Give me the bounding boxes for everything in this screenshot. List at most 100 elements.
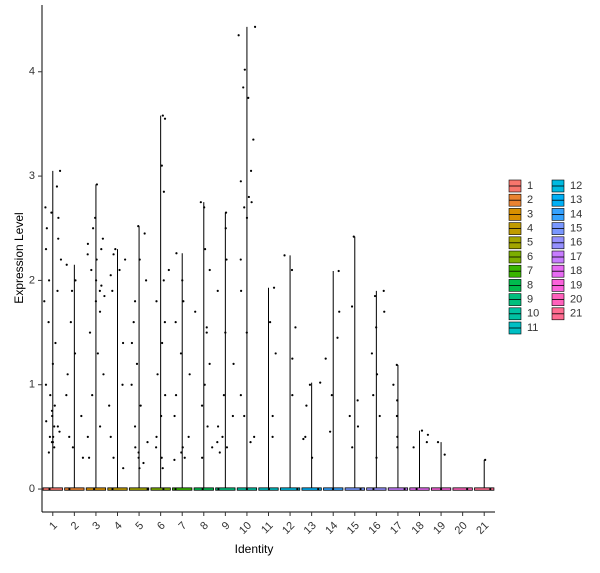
point bbox=[146, 441, 149, 444]
point bbox=[242, 86, 245, 89]
point bbox=[224, 211, 228, 214]
point bbox=[336, 336, 339, 339]
point bbox=[274, 352, 277, 355]
point bbox=[101, 237, 104, 240]
point bbox=[66, 373, 69, 376]
point bbox=[200, 404, 204, 407]
point bbox=[396, 399, 399, 402]
point bbox=[43, 300, 46, 303]
point bbox=[45, 227, 48, 230]
point bbox=[130, 383, 133, 386]
point bbox=[81, 456, 85, 459]
x-tick-label: 15 bbox=[345, 520, 362, 537]
point bbox=[47, 451, 50, 454]
point bbox=[94, 279, 98, 282]
point bbox=[44, 383, 48, 386]
point bbox=[436, 441, 440, 444]
point bbox=[466, 487, 469, 491]
x-tick-label: 1 bbox=[47, 520, 60, 533]
legend-label: 16 bbox=[570, 237, 582, 249]
point bbox=[249, 441, 252, 444]
point bbox=[162, 279, 165, 282]
point bbox=[95, 183, 99, 186]
point bbox=[484, 458, 487, 461]
point bbox=[216, 425, 220, 428]
point bbox=[130, 341, 134, 345]
point bbox=[205, 331, 208, 334]
point bbox=[305, 404, 308, 407]
point bbox=[174, 394, 178, 397]
y-tick-label: 0 bbox=[29, 483, 35, 495]
point bbox=[98, 310, 102, 313]
point bbox=[245, 487, 248, 491]
point bbox=[73, 352, 77, 355]
point bbox=[155, 435, 158, 438]
point bbox=[133, 425, 137, 428]
point bbox=[243, 68, 246, 71]
violin-base bbox=[172, 487, 193, 491]
point bbox=[211, 446, 214, 449]
point bbox=[208, 268, 211, 272]
point bbox=[348, 414, 351, 418]
point bbox=[291, 357, 294, 360]
point bbox=[396, 435, 399, 438]
point bbox=[57, 237, 60, 240]
point bbox=[173, 414, 176, 418]
point bbox=[187, 435, 190, 438]
point bbox=[290, 268, 294, 272]
x-tick-label: 20 bbox=[453, 520, 470, 537]
violin-base bbox=[366, 487, 387, 491]
point bbox=[44, 248, 48, 251]
point bbox=[91, 394, 94, 397]
violin-base bbox=[107, 487, 128, 491]
point bbox=[319, 381, 322, 384]
legend-label: 7 bbox=[527, 265, 533, 277]
point bbox=[58, 169, 62, 172]
point bbox=[245, 331, 248, 334]
point bbox=[356, 399, 359, 402]
point bbox=[225, 446, 229, 449]
y-tick-label: 4 bbox=[29, 66, 35, 78]
point bbox=[283, 254, 286, 257]
point bbox=[93, 487, 96, 491]
point bbox=[426, 433, 430, 436]
x-tick-label: 12 bbox=[280, 520, 297, 537]
point bbox=[425, 441, 428, 444]
point bbox=[156, 373, 159, 376]
point bbox=[222, 394, 226, 397]
point bbox=[294, 326, 297, 329]
point bbox=[272, 286, 276, 289]
point bbox=[134, 446, 137, 449]
legend-label: 12 bbox=[570, 180, 582, 192]
legend-label: 13 bbox=[570, 194, 582, 206]
violin-base bbox=[215, 487, 236, 491]
point bbox=[239, 180, 242, 183]
point bbox=[383, 310, 386, 313]
point bbox=[74, 279, 77, 282]
point bbox=[53, 446, 56, 449]
point bbox=[58, 430, 61, 433]
violin-base bbox=[64, 487, 85, 491]
point bbox=[51, 362, 54, 365]
point bbox=[161, 114, 164, 117]
point bbox=[142, 461, 145, 465]
point bbox=[205, 326, 208, 329]
point bbox=[59, 258, 63, 261]
point bbox=[53, 425, 56, 428]
legend-label: 17 bbox=[570, 251, 582, 263]
point bbox=[138, 258, 141, 261]
x-tick-label: 17 bbox=[388, 520, 405, 537]
legend-label: 11 bbox=[527, 322, 538, 334]
point bbox=[243, 414, 246, 418]
legend-label: 20 bbox=[570, 294, 582, 306]
point bbox=[203, 248, 207, 251]
point bbox=[111, 487, 114, 491]
point bbox=[155, 446, 158, 449]
point bbox=[50, 211, 53, 214]
point bbox=[68, 435, 71, 438]
x-tick-label: 7 bbox=[177, 520, 190, 533]
point bbox=[124, 258, 127, 261]
point bbox=[45, 420, 48, 423]
point bbox=[70, 289, 74, 292]
legend-label: 1 bbox=[527, 180, 533, 192]
